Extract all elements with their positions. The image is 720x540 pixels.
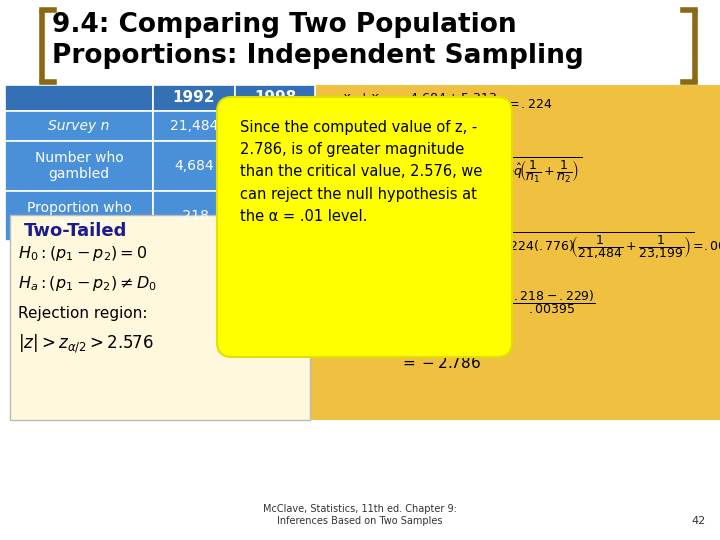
Text: 23,199: 23,199: [251, 119, 300, 133]
FancyBboxPatch shape: [10, 215, 310, 420]
FancyBboxPatch shape: [5, 85, 153, 111]
Text: 4,684: 4,684: [174, 159, 214, 173]
Text: 5,313: 5,313: [256, 159, 294, 173]
FancyBboxPatch shape: [153, 141, 235, 191]
FancyBboxPatch shape: [235, 85, 315, 111]
Text: Rejection region:: Rejection region:: [18, 306, 148, 321]
FancyBboxPatch shape: [5, 191, 153, 241]
Text: Two-Tailed: Two-Tailed: [24, 222, 127, 240]
Text: $H_a:(p_1-p_2)\neq D_0$: $H_a:(p_1-p_2)\neq D_0$: [18, 274, 157, 293]
Text: Since the computed value of z, -
2.786, is of greater magnitude
than the critica: Since the computed value of z, - 2.786, …: [240, 120, 482, 224]
FancyBboxPatch shape: [217, 97, 512, 357]
Text: 9.4: Comparing Two Population: 9.4: Comparing Two Population: [52, 12, 517, 38]
Text: 42: 42: [692, 516, 706, 526]
Text: Survey n: Survey n: [48, 119, 109, 133]
Text: $=-2.786$: $=-2.786$: [400, 355, 481, 371]
Text: 1992: 1992: [173, 91, 215, 105]
Text: Proportion who
gambled: Proportion who gambled: [27, 201, 132, 231]
FancyBboxPatch shape: [5, 141, 153, 191]
Text: .218: .218: [179, 209, 210, 223]
Text: $\hat{p}=\dfrac{x_1+x_2}{n_1+n_2}=\dfrac{4{,}684+5{,}313}{21{,}484+23{,}199}=.22: $\hat{p}=\dfrac{x_1+x_2}{n_1+n_2}=\dfrac…: [318, 92, 552, 120]
FancyBboxPatch shape: [153, 85, 235, 111]
Text: $\sqrt{.224(.776)\!\left(\dfrac{1}{21{,}484}+\dfrac{1}{23{,}199}\right)}\!=\!.00: $\sqrt{.224(.776)\!\left(\dfrac{1}{21{,}…: [490, 230, 720, 261]
Text: $|z|>z_{\alpha/2}>2.576$: $|z|>z_{\alpha/2}>2.576$: [18, 332, 154, 355]
Text: $\mathrm{Test\ Statistic:}\ z=\dfrac{(\hat{p}_1-\hat{p}_2)}{\sigma_{(\hat{p}_1-\: $\mathrm{Test\ Statistic:}\ z=\dfrac{(\h…: [322, 284, 596, 318]
FancyBboxPatch shape: [153, 191, 235, 241]
Text: McClave, Statistics, 11th ed. Chapter 9:
Inferences Based on Two Samples: McClave, Statistics, 11th ed. Chapter 9:…: [263, 504, 457, 526]
Text: 21,484: 21,484: [170, 119, 218, 133]
FancyBboxPatch shape: [5, 111, 153, 141]
FancyBboxPatch shape: [153, 111, 235, 141]
FancyBboxPatch shape: [235, 111, 315, 141]
FancyBboxPatch shape: [310, 85, 720, 420]
Text: $\sqrt{\hat{p}\hat{q}\!\left(\dfrac{1}{n_1}+\dfrac{1}{n_2}\right)}$: $\sqrt{\hat{p}\hat{q}\!\left(\dfrac{1}{n…: [490, 155, 582, 185]
Text: 1998: 1998: [254, 91, 296, 105]
FancyBboxPatch shape: [235, 141, 315, 191]
Text: .229: .229: [260, 209, 290, 223]
Text: $H_0:(p_1-p_2)=0$: $H_0:(p_1-p_2)=0$: [18, 244, 148, 263]
FancyBboxPatch shape: [235, 191, 315, 241]
Text: Proportions: Independent Sampling: Proportions: Independent Sampling: [52, 43, 584, 69]
Text: Number who
gambled: Number who gambled: [35, 151, 123, 181]
